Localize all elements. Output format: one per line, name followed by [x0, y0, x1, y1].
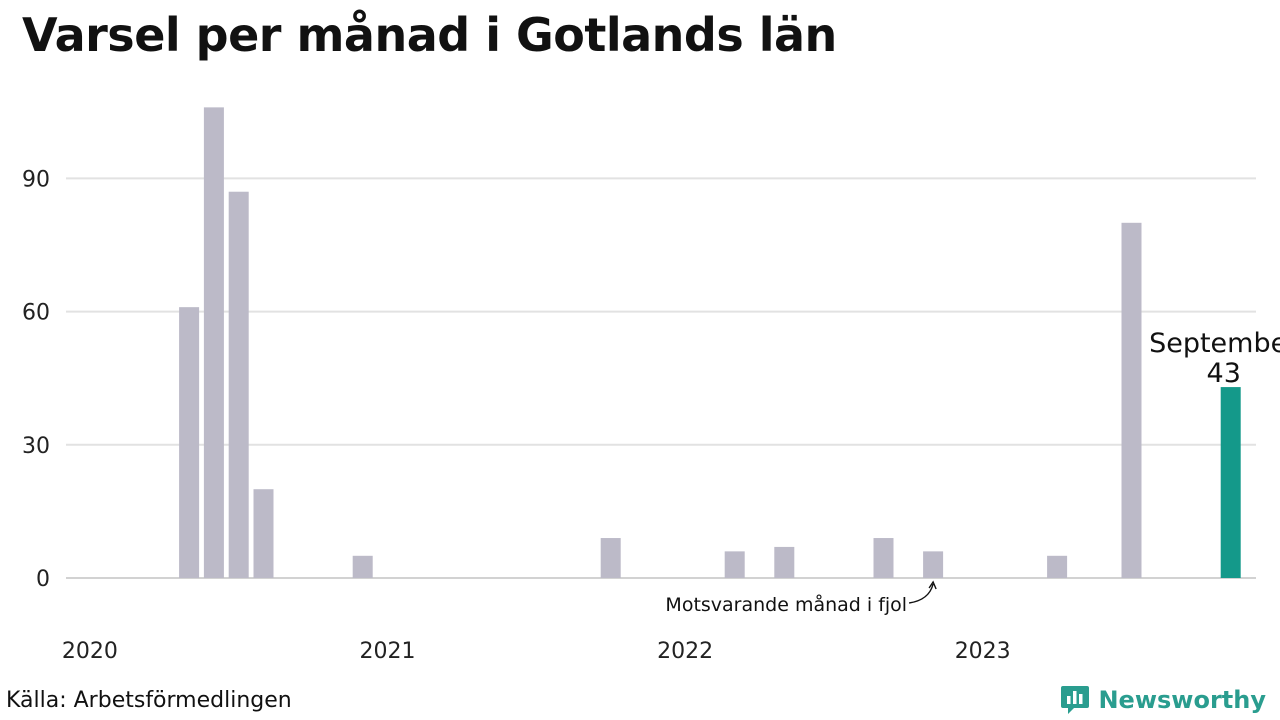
source-note: Källa: Arbetsförmedlingen — [6, 688, 292, 713]
y-tick-label: 30 — [22, 434, 50, 459]
bar — [873, 538, 894, 578]
annotation-text: Motsvarande månad i fjol — [665, 593, 907, 616]
bar — [179, 307, 200, 578]
x-tick-label: 2020 — [62, 639, 118, 664]
x-tick-label: 2023 — [955, 639, 1011, 664]
bar — [1047, 555, 1068, 578]
bar — [228, 191, 249, 578]
x-tick-label: 2022 — [657, 639, 713, 664]
y-tick-label: 0 — [36, 567, 50, 592]
bar — [923, 551, 944, 578]
highlight-value-label: 43 — [1207, 358, 1241, 389]
brand-name: Newsworthy — [1098, 686, 1266, 714]
annotation-arrowhead — [928, 580, 937, 590]
bar — [352, 555, 373, 578]
bar — [724, 551, 745, 578]
highlight-month-label: September — [1149, 328, 1280, 359]
y-tick-label: 90 — [22, 167, 50, 192]
y-tick-label: 60 — [22, 301, 50, 326]
bar — [774, 546, 795, 578]
x-tick-label: 2021 — [360, 639, 416, 664]
bar — [600, 538, 621, 578]
bar — [1121, 222, 1142, 579]
brand: Newsworthy — [1060, 684, 1266, 716]
bar — [203, 107, 224, 579]
bar — [1220, 387, 1241, 578]
newsworthy-logo-icon — [1061, 686, 1090, 714]
chart-title: Varsel per månad i Gotlands län — [22, 8, 837, 62]
bar — [253, 489, 274, 578]
annotation-arrow — [908, 583, 934, 604]
